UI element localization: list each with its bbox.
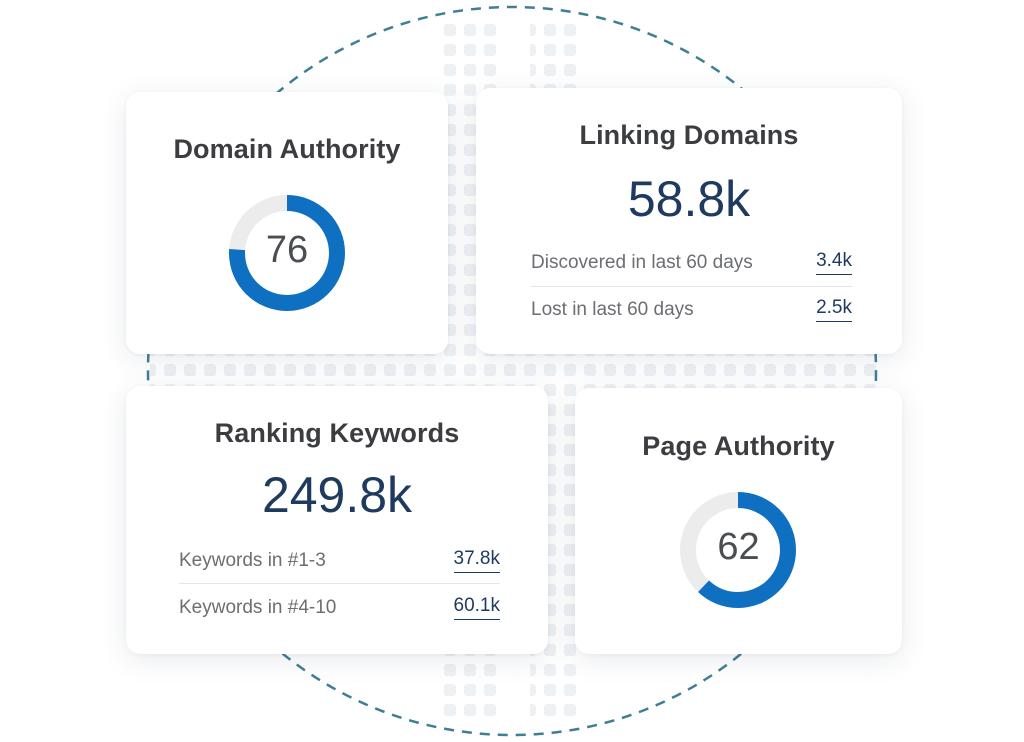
linking-domains-value: 58.8k	[627, 171, 751, 227]
ranking-keywords-card: Ranking Keywords 249.8k Keywords in #1-3…	[126, 386, 548, 654]
stat-row-top3: Keywords in #1-3 37.8k	[179, 548, 500, 573]
page-authority-score: 62	[717, 526, 760, 568]
ranking-keywords-title: Ranking Keywords	[214, 418, 460, 448]
page-authority-donut	[680, 492, 796, 608]
stat-value-link[interactable]: 2.5k	[816, 297, 852, 322]
domain-authority-donut	[229, 195, 345, 311]
stat-label: Keywords in #1-3	[179, 549, 326, 571]
donut-arc	[229, 195, 345, 311]
dashed-circle	[146, 5, 878, 737]
stat-label: Lost in last 60 days	[531, 298, 694, 320]
stat-row-lost: Lost in last 60 days 2.5k	[531, 297, 852, 322]
domain-authority-card: Domain Authority 76	[126, 92, 448, 354]
page-authority-title: Page Authority	[642, 431, 835, 461]
domain-authority-title: Domain Authority	[173, 134, 401, 164]
stat-value-link[interactable]: 3.4k	[816, 250, 852, 275]
stat-label: Keywords in #4-10	[179, 596, 337, 618]
linking-domains-title: Linking Domains	[579, 120, 799, 150]
row-divider	[179, 583, 500, 584]
stat-value-link[interactable]: 60.1k	[453, 595, 500, 620]
stat-label: Discovered in last 60 days	[531, 251, 753, 273]
donut-arc	[680, 492, 796, 608]
stat-value-link[interactable]: 37.8k	[453, 548, 500, 573]
linking-domains-card: Linking Domains 58.8k Discovered in last…	[476, 88, 902, 354]
domain-authority-score: 76	[265, 229, 309, 271]
stat-row-4-10: Keywords in #4-10 60.1k	[179, 595, 500, 620]
row-divider	[531, 286, 852, 287]
ranking-keywords-value: 249.8k	[261, 467, 413, 523]
page-authority-card: Page Authority 62	[575, 388, 902, 654]
stat-row-discovered: Discovered in last 60 days 3.4k	[531, 250, 852, 275]
